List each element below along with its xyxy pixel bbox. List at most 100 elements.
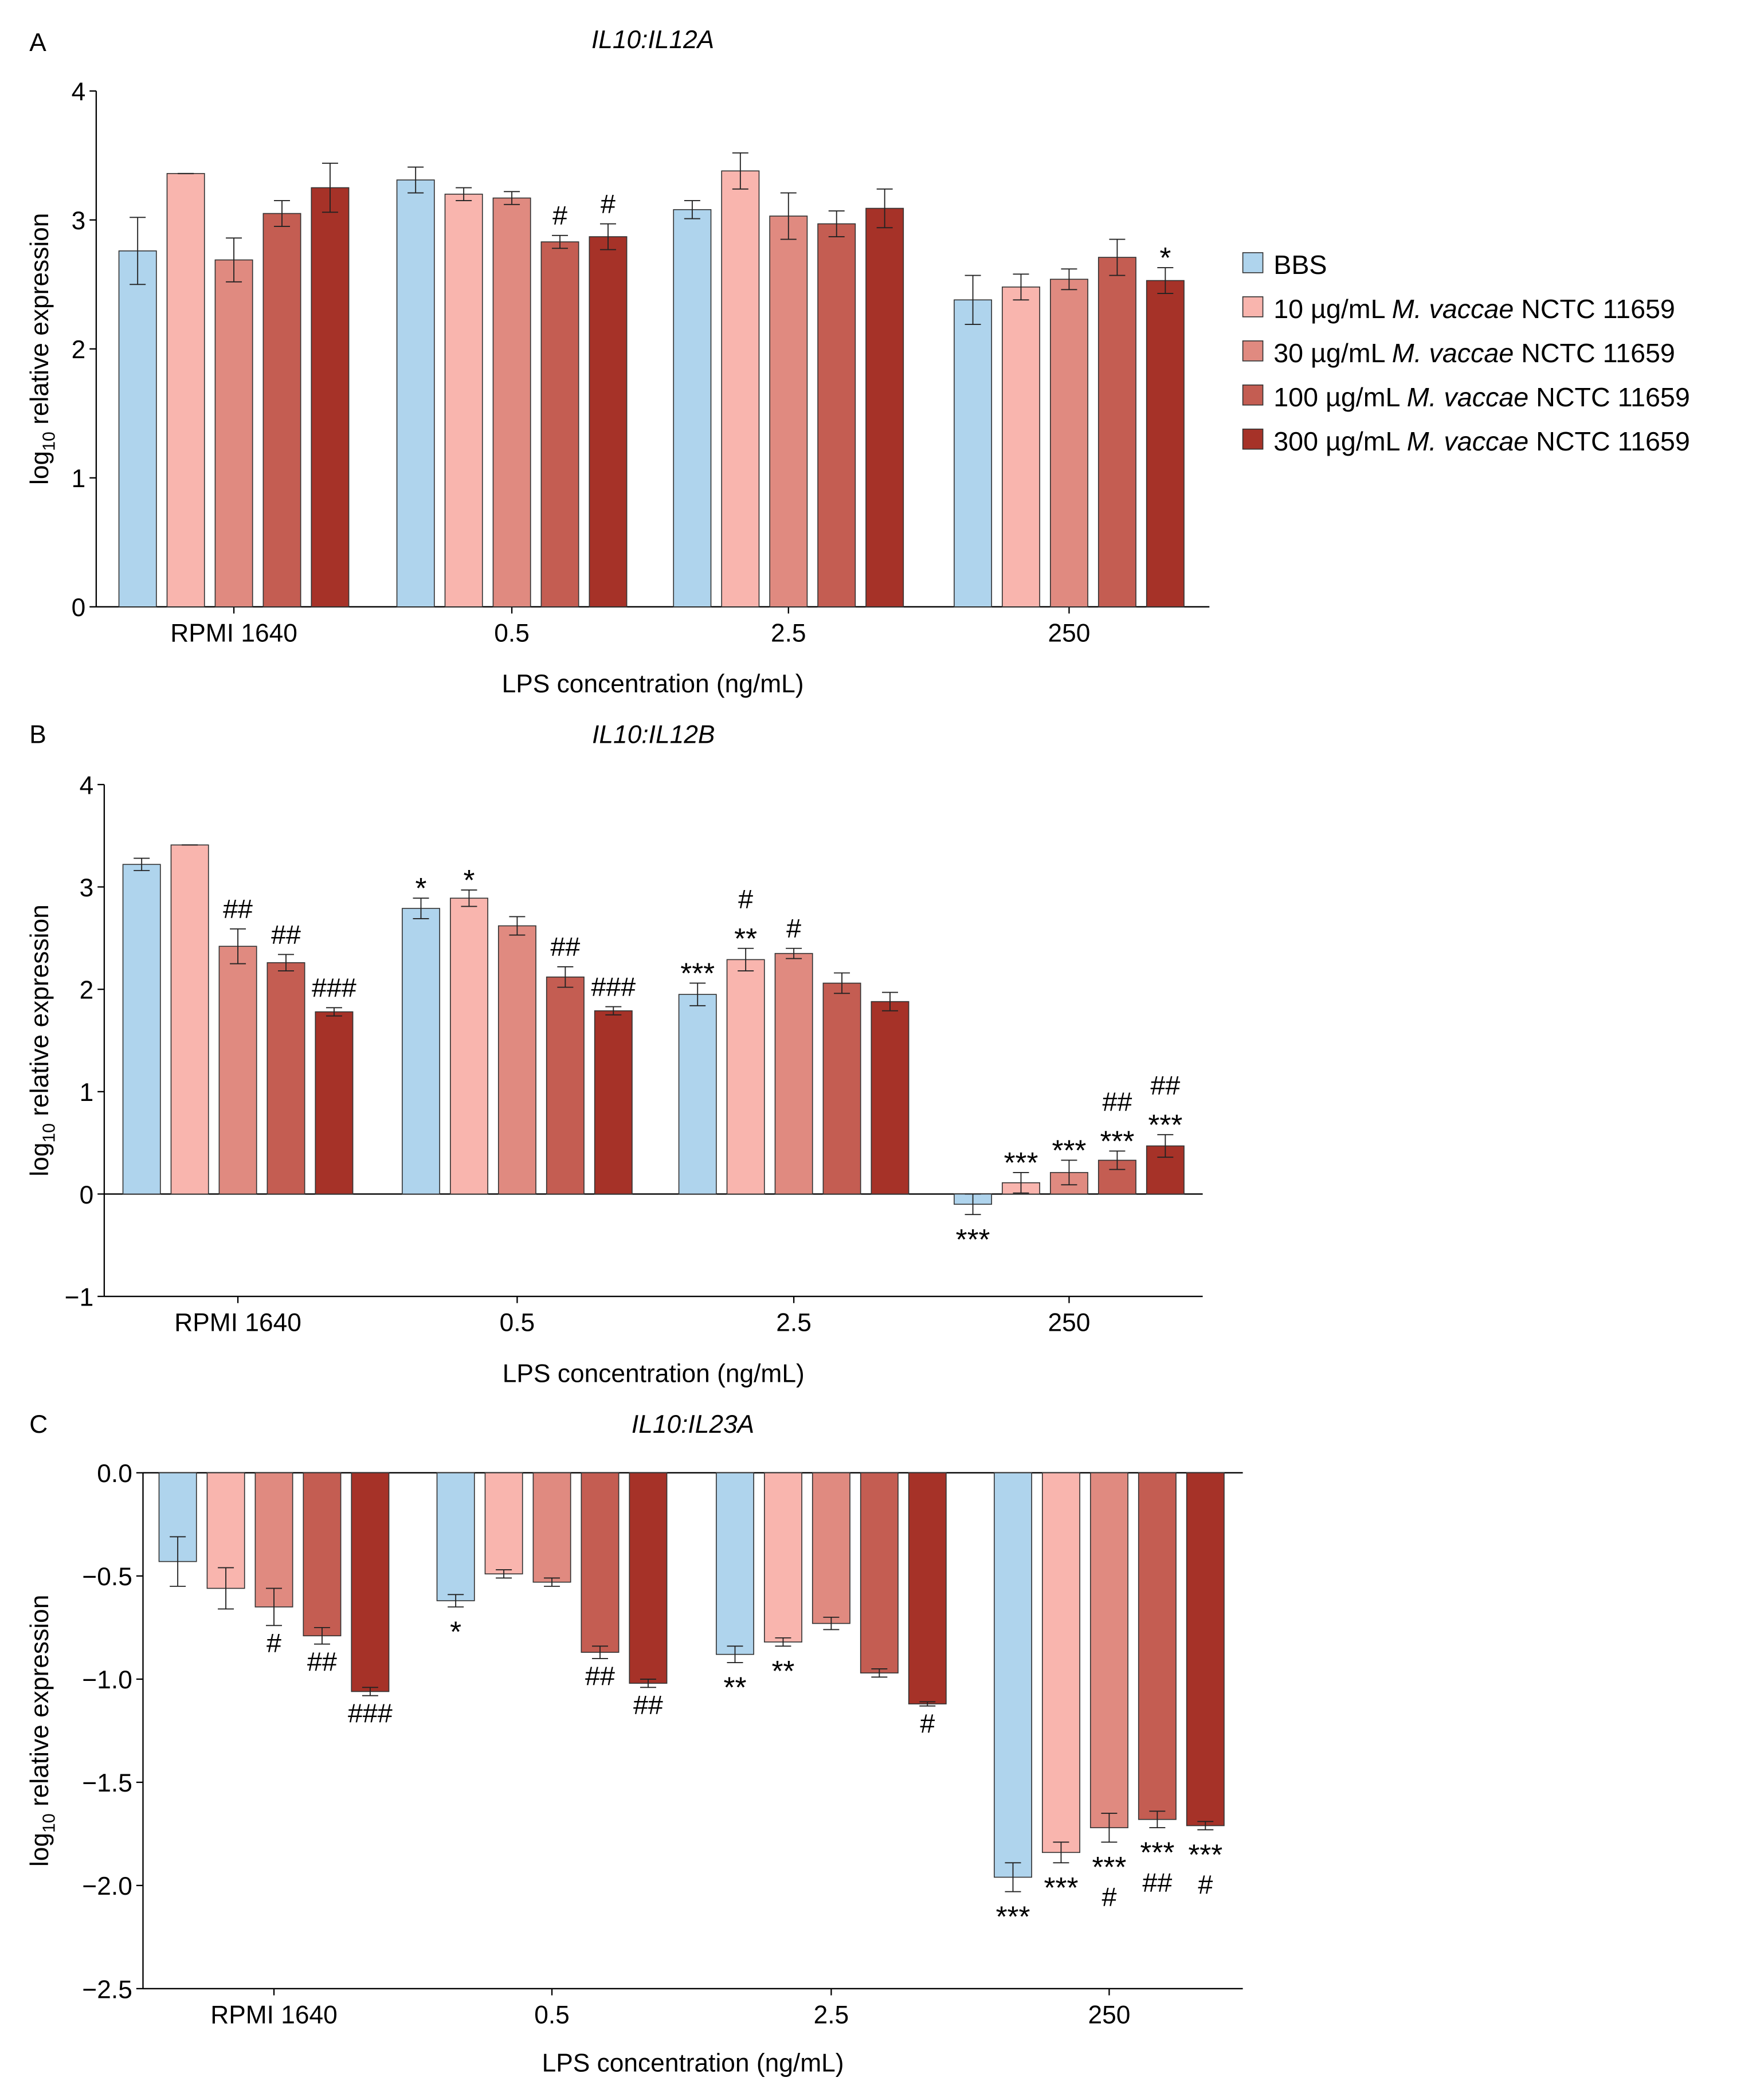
significance-label: ## [271,920,301,950]
x-axis-label: LPS concentration (ng/mL) [503,1359,805,1387]
legend-label: 100 µg/mL M. vaccae NCTC 11659 [1273,382,1690,412]
bar [450,897,488,1195]
significance-label: ## [1150,1071,1180,1100]
y-tick-label: 2 [72,336,86,364]
bar [311,187,350,607]
significance-label: # [552,201,567,230]
y-tick-label: 3 [72,207,86,235]
bar [763,1472,802,1643]
bar [726,959,765,1195]
x-tick-label: RPMI 1640 [170,619,297,647]
bar [865,207,904,607]
bar [721,170,760,607]
bar [1049,279,1088,607]
significance-label: *** [956,1223,990,1256]
bar [589,236,628,607]
x-axis-label: LPS concentration (ng/mL) [502,670,804,698]
bar [266,962,305,1195]
y-tick-label: 0 [80,1181,94,1209]
legend-swatch [1242,340,1264,362]
bar [540,241,579,607]
significance-label: # [920,1708,935,1738]
panel-letter: B [29,721,46,749]
x-tick-label: 250 [1048,1309,1090,1337]
bar [908,1472,947,1704]
y-tick-label: −2.5 [82,1976,132,2004]
x-tick-label: 2.5 [771,619,806,647]
bar [817,223,856,607]
significance-label: ## [550,932,580,962]
significance-label: # [786,914,801,943]
significance-label: * [1159,241,1171,274]
bar [1146,280,1185,607]
bar [436,1472,475,1601]
legend-swatch [1242,428,1264,450]
significance-label: *** [1044,1871,1079,1904]
y-label-part: relative expression [26,213,54,432]
legend-label-part: M. vaccae [1407,382,1528,412]
bar [1097,257,1136,607]
bar [351,1472,390,1692]
y-axis-label: log10 relative expression [26,904,59,1176]
significance-label: # [1198,1870,1213,1900]
bar [218,946,257,1195]
significance-label: ## [585,1661,615,1691]
bar [1186,1472,1225,1826]
y-label-subscript: 10 [40,432,59,451]
significance-label: * [415,872,427,904]
significance-label: *** [1092,1851,1126,1883]
significance-label: ** [771,1655,794,1687]
panel-a: A IL10:IL12A 0 1 2 3 4 RPMI 1640 0.5 2.5 250 LPS co… [26,26,1210,698]
legend-label-part: BBS [1273,250,1327,280]
x-tick-label: 0.5 [494,619,530,647]
x-tick-label: RPMI 1640 [174,1309,301,1337]
legend-label-part: 100 µg/mL [1273,382,1407,412]
legend-label-part: 30 µg/mL [1273,338,1392,368]
significance-label: ### [348,1698,393,1728]
significance-label: ### [591,972,636,1002]
bar [1002,286,1040,607]
legend-swatch [1242,384,1264,406]
bar [303,1472,342,1637]
significance-label: ## [1102,1087,1132,1116]
y-tick-label: 0 [72,594,86,622]
bar [546,976,585,1195]
significance-label: ## [307,1647,337,1676]
x-tick-label: 0.5 [500,1309,535,1337]
bar [1042,1472,1080,1853]
chart-title: IL10:IL23A [632,1410,754,1438]
significance-label: *** [1188,1838,1222,1871]
y-label-part: relative expression [26,1595,54,1814]
y-tick-label: 3 [80,874,94,902]
x-tick-label: 2.5 [776,1309,812,1337]
bar [629,1472,668,1684]
significance-label: *** [1140,1836,1174,1869]
x-tick-label: 2.5 [814,2001,849,2029]
significance-label: * [450,1616,461,1648]
significance-label: *** [1004,1146,1038,1179]
bar [254,1472,293,1608]
significance-label: *** [996,1900,1030,1933]
bar [170,844,209,1195]
significance-label: *** [680,957,715,989]
significance-label: # [1101,1882,1116,1912]
y-tick-label: 4 [72,78,86,106]
x-tick-label: 250 [1088,2001,1130,2029]
y-tick-label: 2 [80,977,94,1005]
bar [673,209,712,607]
significance-label: # [601,189,616,219]
legend-label-part: M. vaccae [1392,294,1514,324]
y-axis-label: log10 relative expression [26,213,59,485]
significance-label: ### [312,973,356,1003]
panel-b: B IL10:IL12B −1 0 1 2 3 4 RPMI 1640 0.5 2.5 250 LPS … [26,721,1203,1387]
bar [1089,1472,1128,1828]
significance-label: ** [734,922,757,955]
bar [822,982,861,1195]
bar [774,953,813,1195]
bar [769,215,808,607]
significance-label: ## [1142,1868,1172,1898]
panel-c: C IL10:IL23A −2.5 −2.0 −1.5 −1.0 −0.5 0.0 RPMI 1… [26,1410,1243,2078]
bar [581,1472,620,1653]
legend-label-part: NCTC 11659 [1528,382,1690,412]
